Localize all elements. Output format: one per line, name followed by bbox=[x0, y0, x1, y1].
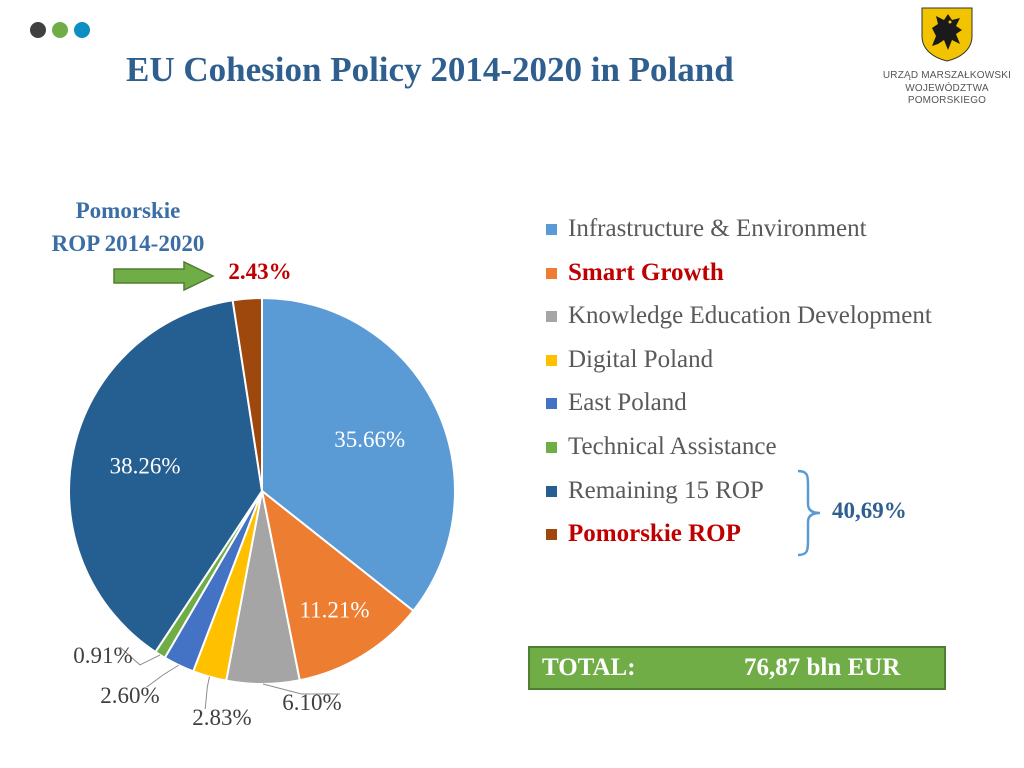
legend-swatch bbox=[546, 311, 557, 323]
pomorskie-rop-label: Pomorskie ROP 2014-2020 bbox=[30, 194, 226, 260]
legend-label: Digital Poland bbox=[568, 345, 714, 373]
leader-line-knowledge-education-development bbox=[262, 683, 341, 695]
legend-swatch bbox=[546, 485, 557, 497]
dot-dark bbox=[30, 22, 46, 38]
pie-slice-remaining-15-rop bbox=[68, 299, 264, 654]
data-label-smart-growth: 11.21% bbox=[299, 598, 369, 623]
legend-label: Infrastructure & Environment bbox=[568, 215, 867, 242]
total-box: TOTAL: 76,87 bln EUR bbox=[528, 646, 946, 690]
leader-line-digital-poland bbox=[204, 676, 210, 710]
griffin-shield-icon bbox=[921, 7, 973, 62]
total-label: TOTAL: bbox=[542, 654, 636, 681]
legend-label: Knowledge Education Development bbox=[568, 302, 932, 330]
legend-swatch bbox=[546, 267, 557, 279]
legend-swatch bbox=[546, 442, 557, 453]
dot-green bbox=[52, 22, 68, 38]
combined-rop-share: 40,69% bbox=[832, 498, 907, 523]
logo: URZĄD MARSZAŁKOWSKI WOJEWÓDZTWA POMORSKI… bbox=[872, 6, 1022, 106]
legend-swatch bbox=[546, 224, 557, 235]
pie-slice-pomorskie-rop bbox=[231, 296, 263, 492]
page-title: EU Cohesion Policy 2014-2020 in Poland bbox=[126, 50, 734, 89]
total-value: 76,87 bln EUR bbox=[744, 654, 901, 681]
data-label-knowledge-education-development: 6.10% bbox=[282, 690, 341, 715]
pie-slice-infrastructure-environment bbox=[261, 296, 456, 613]
dot-blue bbox=[74, 22, 90, 38]
data-label-technical-assistance: 0.91% bbox=[73, 643, 132, 668]
arrow-right-icon bbox=[113, 260, 215, 292]
legend-label: Smart Growth bbox=[568, 258, 724, 286]
data-label-infrastructure-environment: 35.66% bbox=[334, 427, 405, 452]
legend-label: Pomorskie ROP bbox=[568, 520, 741, 548]
brace-icon bbox=[797, 469, 821, 557]
legend-label: East Poland bbox=[568, 389, 687, 417]
pie-slice-digital-poland bbox=[191, 490, 263, 682]
data-label-pomorskie-rop: 2.43% bbox=[228, 259, 291, 284]
legend-swatch bbox=[546, 398, 557, 410]
logo-line-2: WOJEWÓDZTWA POMORSKIEGO bbox=[905, 83, 989, 106]
data-label-remaining-15-rop: 38.26% bbox=[110, 453, 181, 478]
leader-line-east-poland bbox=[146, 664, 179, 688]
legend-label: Remaining 15 ROP bbox=[568, 476, 764, 504]
leader-line-technical-assistance bbox=[119, 646, 161, 666]
pie-slice-technical-assistance bbox=[154, 490, 263, 660]
logo-line-1: URZĄD MARSZAŁKOWSKI bbox=[882, 70, 1012, 81]
rop-label-line-2: ROP 2014-2020 bbox=[51, 231, 205, 256]
data-label-digital-poland: 2.83% bbox=[192, 705, 251, 730]
rop-label-line-1: Pomorskie bbox=[75, 198, 181, 223]
pie-slice-knowledge-education-development bbox=[225, 490, 301, 685]
legend-swatch bbox=[546, 354, 557, 366]
pie-slice-east-poland bbox=[163, 490, 263, 673]
pie-slice-smart-growth bbox=[260, 488, 415, 682]
legend-swatch bbox=[546, 529, 557, 541]
data-label-east-poland: 2.60% bbox=[100, 683, 159, 708]
legend-label: Technical Assistance bbox=[568, 433, 777, 460]
